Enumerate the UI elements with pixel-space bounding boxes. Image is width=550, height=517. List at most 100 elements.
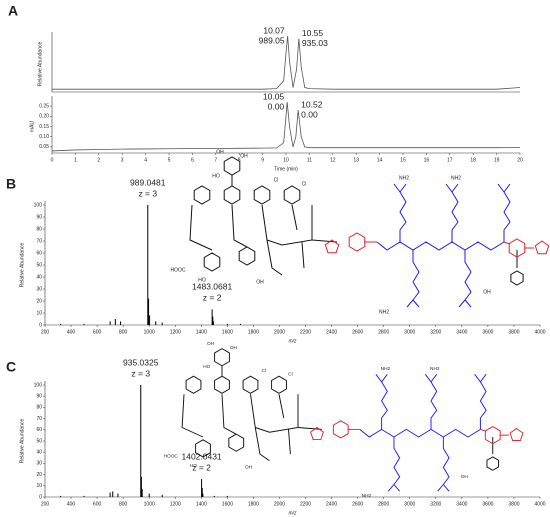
bond bbox=[254, 427, 291, 462]
ring bbox=[310, 426, 324, 441]
x-tick-label: 3400 bbox=[456, 329, 467, 335]
peak-label: 1483.0681 bbox=[192, 282, 232, 292]
x-tick-label: 16 bbox=[424, 157, 430, 163]
bond bbox=[359, 428, 481, 438]
atom-label: NH2 bbox=[430, 366, 440, 372]
x-tick-label: 2000 bbox=[274, 501, 285, 507]
y-tick-label: 50 bbox=[36, 438, 42, 444]
x-tick-label: 2600 bbox=[352, 501, 363, 507]
x-axis-label: Time (min) bbox=[274, 166, 298, 172]
y-tick-label: 0.05 bbox=[39, 144, 49, 150]
x-tick-label: 2000 bbox=[274, 329, 285, 335]
x-tick-label: 19 bbox=[494, 157, 500, 163]
ring bbox=[510, 270, 524, 286]
x-axis-label: m/z bbox=[288, 510, 297, 516]
ring bbox=[185, 375, 202, 394]
bond bbox=[437, 437, 450, 492]
y-tick-label: 0.15 bbox=[39, 124, 49, 130]
y-tick-label: 80 bbox=[36, 405, 42, 411]
y-tick-label: 0 bbox=[39, 322, 42, 328]
peak-label: z = 2 bbox=[192, 462, 211, 472]
chemical-structure: OH OH HO Cl Cl HOOC HO OH NH2 NH2 NH2 OH bbox=[171, 149, 550, 315]
x-tick-label: 8 bbox=[238, 157, 241, 163]
peak-label: 989.05 bbox=[259, 35, 285, 45]
x-tick-label: 7 bbox=[214, 157, 217, 163]
y-tick-label: 100 bbox=[34, 382, 43, 388]
panel-letter: B bbox=[6, 176, 16, 192]
x-tick-label: 1200 bbox=[170, 501, 181, 507]
x-tick-label: 3800 bbox=[508, 329, 519, 335]
x-tick-label: 1600 bbox=[222, 501, 233, 507]
atom-label: NH2 bbox=[399, 175, 409, 181]
x-tick-label: 800 bbox=[119, 501, 128, 507]
ring bbox=[223, 185, 241, 205]
x-tick-label: 4 bbox=[144, 157, 147, 163]
y-tick-label: 70 bbox=[36, 238, 42, 244]
x-tick-label: 800 bbox=[119, 329, 128, 335]
x-tick-label: 3 bbox=[121, 157, 124, 163]
x-tick-label: 2400 bbox=[326, 329, 337, 335]
atom-label: NH2 bbox=[451, 175, 461, 181]
atom-label: Cl bbox=[274, 177, 279, 183]
bond bbox=[424, 374, 438, 430]
x-tick-label: 1000 bbox=[144, 501, 155, 507]
y-tick-label: 90 bbox=[36, 394, 42, 400]
x-tick-label: 1 bbox=[74, 157, 77, 163]
panel-letter: C bbox=[6, 359, 16, 375]
ring bbox=[228, 433, 245, 452]
atom-label: OH bbox=[483, 289, 491, 295]
x-tick-label: 4000 bbox=[534, 329, 545, 335]
atom-label: OH bbox=[240, 153, 248, 159]
y-tick-label: 50 bbox=[36, 262, 42, 268]
x-tick-label: 3000 bbox=[404, 329, 415, 335]
x-tick-label: 2800 bbox=[378, 501, 389, 507]
peak-label: z = 3 bbox=[131, 368, 150, 378]
x-tick-label: 0 bbox=[51, 157, 54, 163]
ring bbox=[193, 185, 211, 205]
atom-label: Cl bbox=[262, 368, 267, 374]
ring bbox=[242, 375, 259, 394]
bond bbox=[480, 428, 509, 436]
peak-label: 10.52 bbox=[301, 99, 323, 109]
x-tick-label: 3600 bbox=[482, 501, 493, 507]
ring bbox=[486, 456, 500, 471]
bond bbox=[503, 241, 534, 249]
x-tick-label: 3200 bbox=[430, 501, 441, 507]
x-tick-label: 1200 bbox=[170, 329, 181, 335]
peak-label: 935.03 bbox=[302, 38, 328, 48]
x-tick-label: 2800 bbox=[378, 329, 389, 335]
ring bbox=[332, 420, 349, 439]
x-tick-label: 3000 bbox=[404, 501, 415, 507]
bond bbox=[189, 175, 338, 251]
y-tick-label: 30 bbox=[36, 461, 42, 467]
x-tick-label: 10 bbox=[283, 157, 289, 163]
x-tick-label: 600 bbox=[93, 501, 102, 507]
atom-label: HO bbox=[198, 277, 206, 283]
y-tick-label: 0.20 bbox=[39, 114, 49, 120]
x-tick-label: 600 bbox=[93, 329, 102, 335]
ring bbox=[238, 246, 256, 266]
atom-label: HO bbox=[190, 463, 197, 469]
x-tick-label: 2600 bbox=[352, 329, 363, 335]
ring bbox=[348, 232, 366, 252]
atom-label: HO bbox=[203, 364, 210, 370]
bond bbox=[497, 183, 511, 242]
peak-label: 0.00 bbox=[301, 109, 318, 119]
ring bbox=[214, 375, 230, 394]
y-tick-label: 60 bbox=[36, 250, 42, 256]
x-tick-label: 5 bbox=[168, 157, 171, 163]
x-tick-label: 13 bbox=[353, 157, 359, 163]
x-tick-label: 1400 bbox=[196, 329, 207, 335]
chemical-structure: OH OH HO Cl Cl HOOC HO OH NH2 NH2 NH2 OH bbox=[164, 341, 524, 499]
y-axis-label: Relative Abundance bbox=[19, 419, 25, 464]
x-tick-label: 200 bbox=[41, 501, 50, 507]
atom-label: OH bbox=[461, 474, 469, 480]
atom-label: Cl bbox=[302, 181, 307, 187]
ring bbox=[203, 252, 221, 272]
atom-label: NH2 bbox=[381, 366, 391, 372]
atom-label: OH bbox=[207, 341, 215, 347]
peak-label: 989.0481 bbox=[130, 177, 166, 187]
x-tick-label: 12 bbox=[330, 157, 336, 163]
